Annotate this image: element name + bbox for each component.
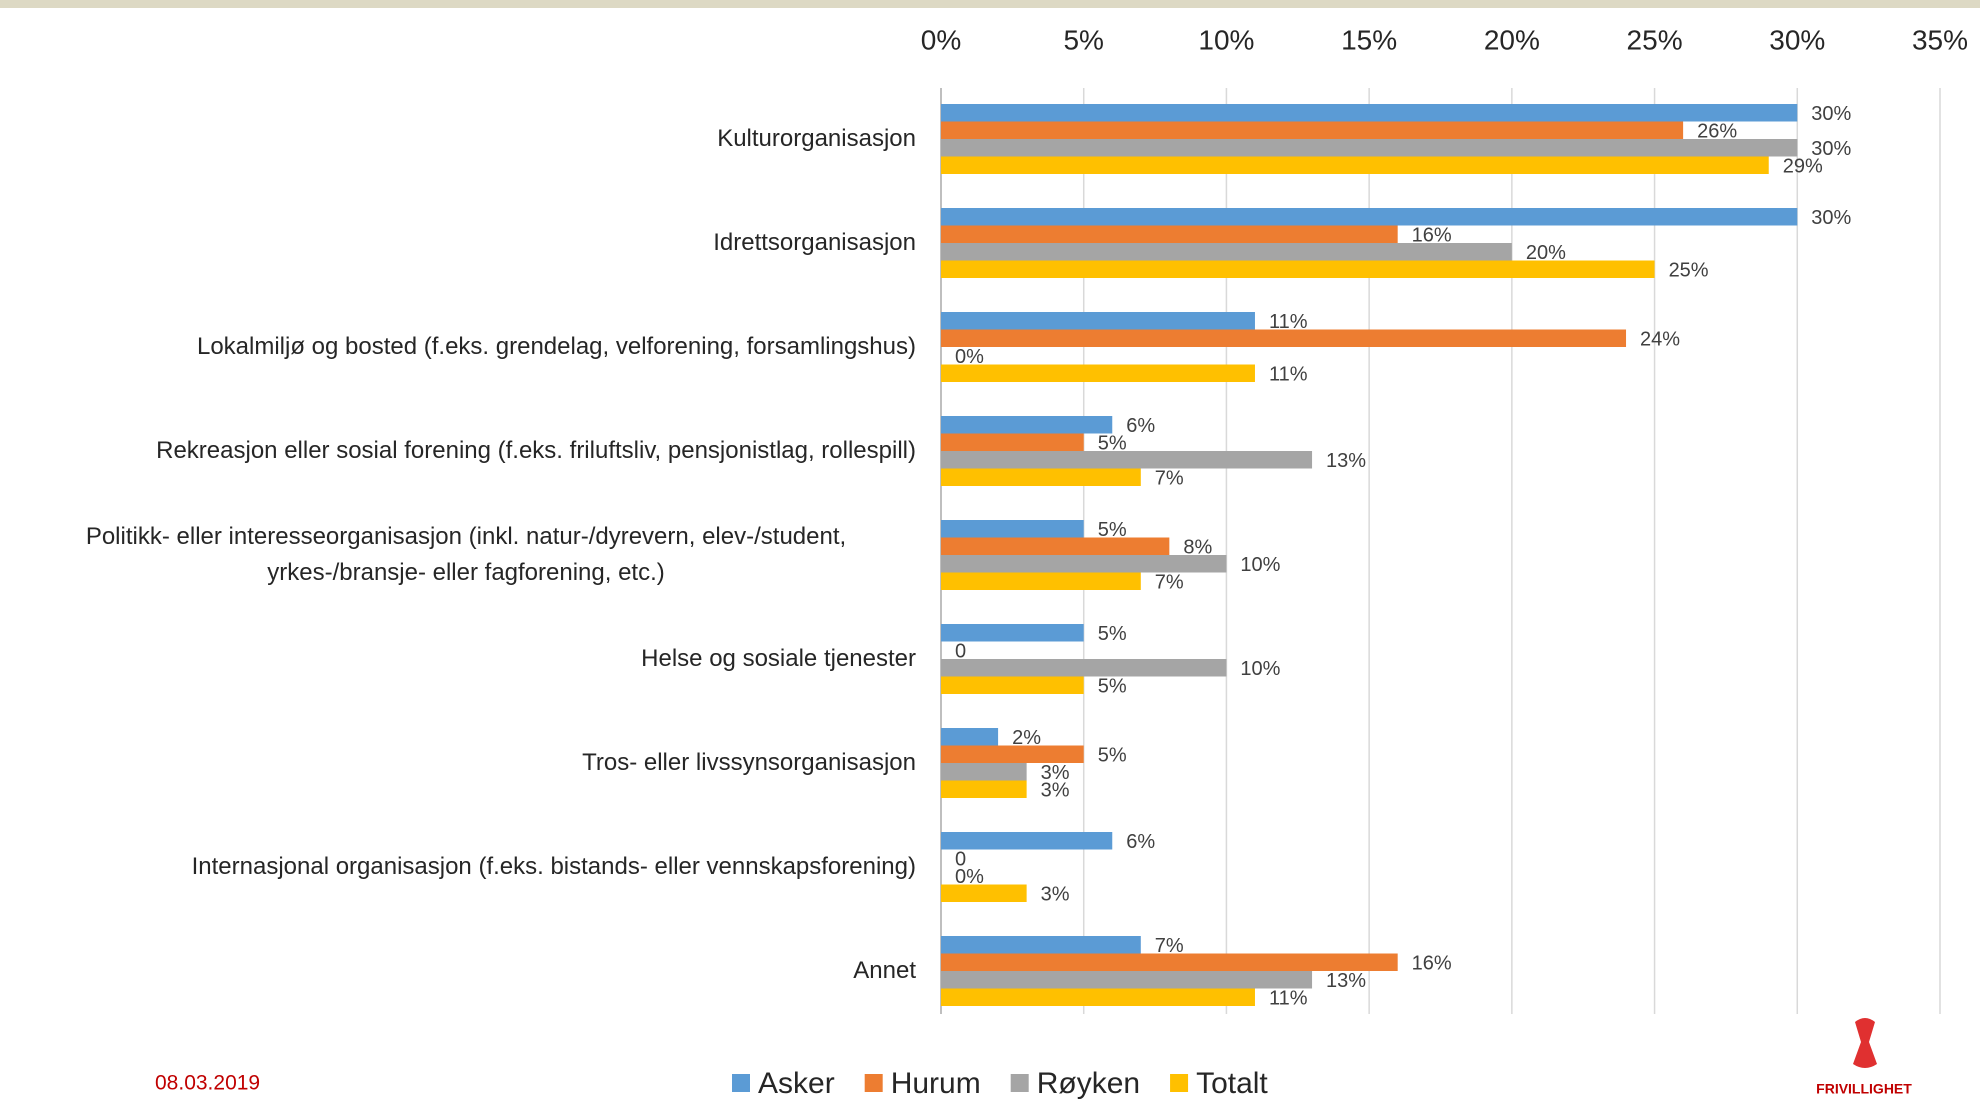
bar [941,624,1084,642]
data-label: 26% [1697,120,1737,142]
data-label: 6% [1126,831,1155,853]
data-label: 3% [1041,762,1070,784]
data-label: 6% [1126,415,1155,437]
bar [941,156,1769,174]
bar [941,745,1084,763]
bar [941,433,1084,451]
bar [941,676,1084,694]
bar [941,971,1313,989]
logo: FRIVILLIGHET [1816,1081,1912,1097]
bar [941,260,1655,278]
bar [941,139,1798,157]
category-label: Kulturorganisasjon [717,125,916,152]
data-label: 5% [1098,432,1127,454]
data-label: 24% [1640,328,1680,350]
logo-icon [1853,1018,1877,1068]
data-label: 8% [1183,536,1212,558]
data-label: 11% [1269,363,1308,385]
category-label: Internasjonal organisasjon (f.eks. bista… [191,853,916,880]
data-label: 30% [1811,103,1851,125]
data-label: 7% [1155,935,1184,957]
data-label: 5% [1098,519,1127,541]
bar [941,312,1255,330]
data-label: 10% [1240,554,1280,576]
date: 08.03.2019 [155,1072,260,1095]
data-label: 11% [1269,311,1308,333]
bar [941,451,1313,469]
bar [941,988,1255,1006]
data-label: 2% [1012,727,1041,749]
bar [941,208,1798,226]
data-label: 7% [1155,467,1184,489]
legend-label: Asker [758,1067,835,1100]
data-label: 25% [1669,259,1709,281]
data-label: 30% [1811,138,1851,160]
bar [941,884,1027,902]
data-label: 0 [955,848,966,870]
bar [941,936,1141,954]
data-label: 0% [955,346,984,368]
legend-swatch [1170,1074,1189,1092]
bar [941,953,1398,971]
category-label: Lokalmiljø og bosted (f.eks. grendelag, … [196,333,916,360]
data-label: 5% [1098,623,1127,645]
data-label: 3% [1041,883,1070,905]
bar [941,364,1255,382]
legend-label: Hurum [891,1067,981,1100]
data-label: 0 [955,640,966,662]
category-label: Helse og sosiale tjenester [641,645,916,672]
bar [941,329,1627,347]
bar [941,520,1084,538]
data-label: 30% [1811,207,1851,229]
x-tick-label: 5% [1063,24,1103,55]
bar [941,416,1113,434]
data-label: 16% [1412,952,1452,974]
data-label: 16% [1412,224,1452,246]
legend-label: Røyken [1037,1067,1140,1100]
bar [941,468,1141,486]
x-tick-label: 35% [1912,24,1968,55]
x-tick-label: 25% [1627,24,1683,55]
category-label: Tros- eller livssynsorganisasjon [582,749,916,776]
data-label: 13% [1326,450,1366,472]
legend-swatch [732,1074,750,1092]
bar [941,832,1113,850]
bar [941,121,1684,139]
x-tick-label: 20% [1484,24,1540,55]
category-label: Rekreasjon eller sosial forening (f.eks.… [156,437,916,464]
data-label: 5% [1098,744,1127,766]
bar [941,104,1798,122]
bar [941,659,1227,677]
data-label: 20% [1526,242,1566,264]
bar [941,243,1512,261]
bar [941,728,999,746]
x-tick-label: 30% [1769,24,1825,55]
data-label: 13% [1326,970,1366,992]
category-label: Annet [853,957,916,984]
legend-label: Totalt [1196,1067,1268,1100]
bar [941,555,1227,573]
data-label: 29% [1783,155,1823,177]
legend-swatch [864,1074,883,1092]
data-label: 10% [1240,658,1280,680]
x-tick-label: 15% [1341,24,1397,55]
data-label: 5% [1098,675,1127,697]
category-label: Idrettsorganisasjon [713,229,916,256]
bar [941,780,1027,798]
category-label: Politikk- eller interesseorganisasjon (i… [85,523,847,586]
bar [941,537,1170,555]
data-label: 3% [1041,779,1070,801]
bar [941,225,1398,243]
data-label: 11% [1269,987,1308,1009]
bar [941,572,1141,590]
top-strip [0,0,1980,8]
data-label: 7% [1155,571,1184,593]
legend-swatch [1010,1074,1029,1092]
x-tick-label: 10% [1198,24,1254,55]
data-label: 0% [955,866,984,888]
bar [941,763,1027,781]
x-tick-label: 0% [921,24,961,55]
